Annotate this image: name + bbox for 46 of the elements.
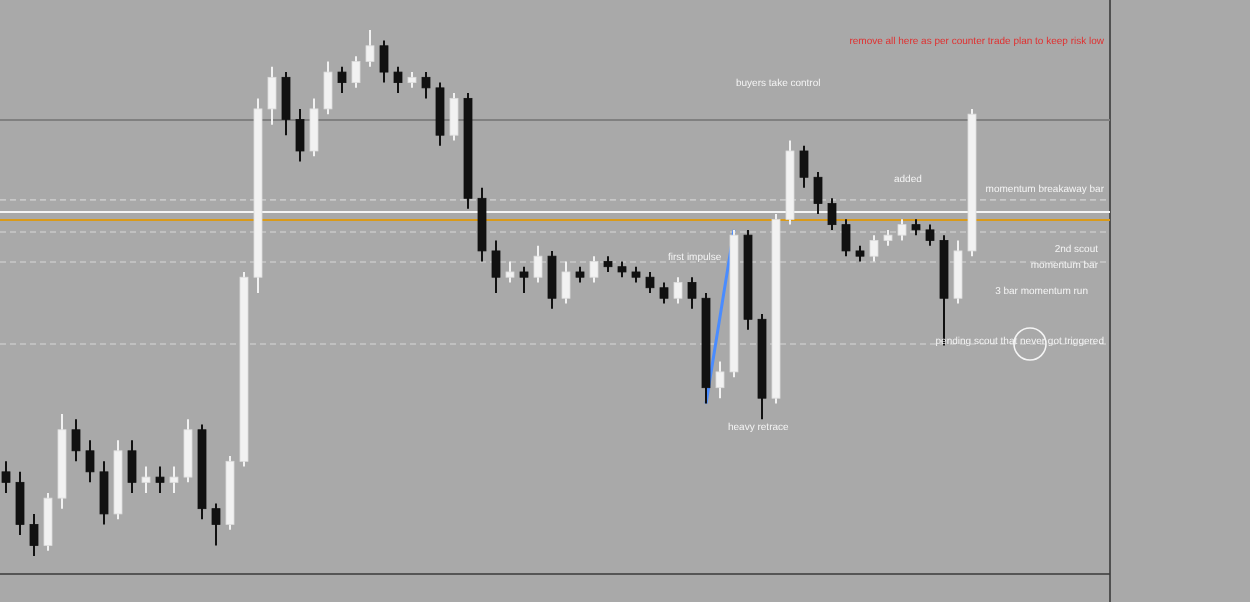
candlestick [85, 439, 95, 484]
candlestick [365, 29, 375, 68]
candlestick [183, 418, 193, 484]
candlestick [29, 512, 39, 557]
candlestick [925, 223, 935, 247]
candlestick [813, 171, 823, 216]
candlestick [337, 65, 347, 95]
candlestick [211, 502, 221, 547]
candlestick [421, 71, 431, 100]
candlestick [379, 39, 389, 84]
candlestick [505, 260, 515, 284]
candlestick [645, 270, 655, 294]
candlestick [687, 276, 697, 310]
candlestick [659, 281, 669, 305]
candlestick [547, 249, 557, 310]
candlestick [897, 218, 907, 242]
candlestick [953, 239, 963, 305]
candlestick [1, 460, 11, 494]
candlestick [15, 470, 25, 536]
candlestick [323, 60, 333, 116]
candlestick [295, 107, 305, 163]
candlestick [127, 439, 137, 494]
candlestick [435, 81, 445, 147]
candlestick [589, 255, 599, 284]
candlestick [827, 197, 837, 231]
candlestick [43, 491, 53, 552]
candlestick [491, 239, 501, 294]
candlestick [99, 460, 109, 526]
candlestick [715, 360, 725, 400]
candlestick [155, 465, 165, 494]
candlestick [673, 276, 683, 305]
candlestick [799, 144, 809, 189]
candlestick [169, 465, 179, 494]
candlestick [309, 97, 319, 158]
candlestick [869, 234, 879, 263]
candlestick [351, 55, 361, 89]
candlestick [561, 260, 571, 305]
candlestick [841, 218, 851, 258]
candlestick [519, 265, 529, 294]
candlestick [71, 418, 81, 463]
candlestick [141, 465, 151, 494]
candlestick [393, 65, 403, 95]
candlestick [281, 71, 291, 137]
candlestick [449, 92, 459, 142]
candlestick [533, 244, 543, 284]
candlestick [267, 65, 277, 126]
